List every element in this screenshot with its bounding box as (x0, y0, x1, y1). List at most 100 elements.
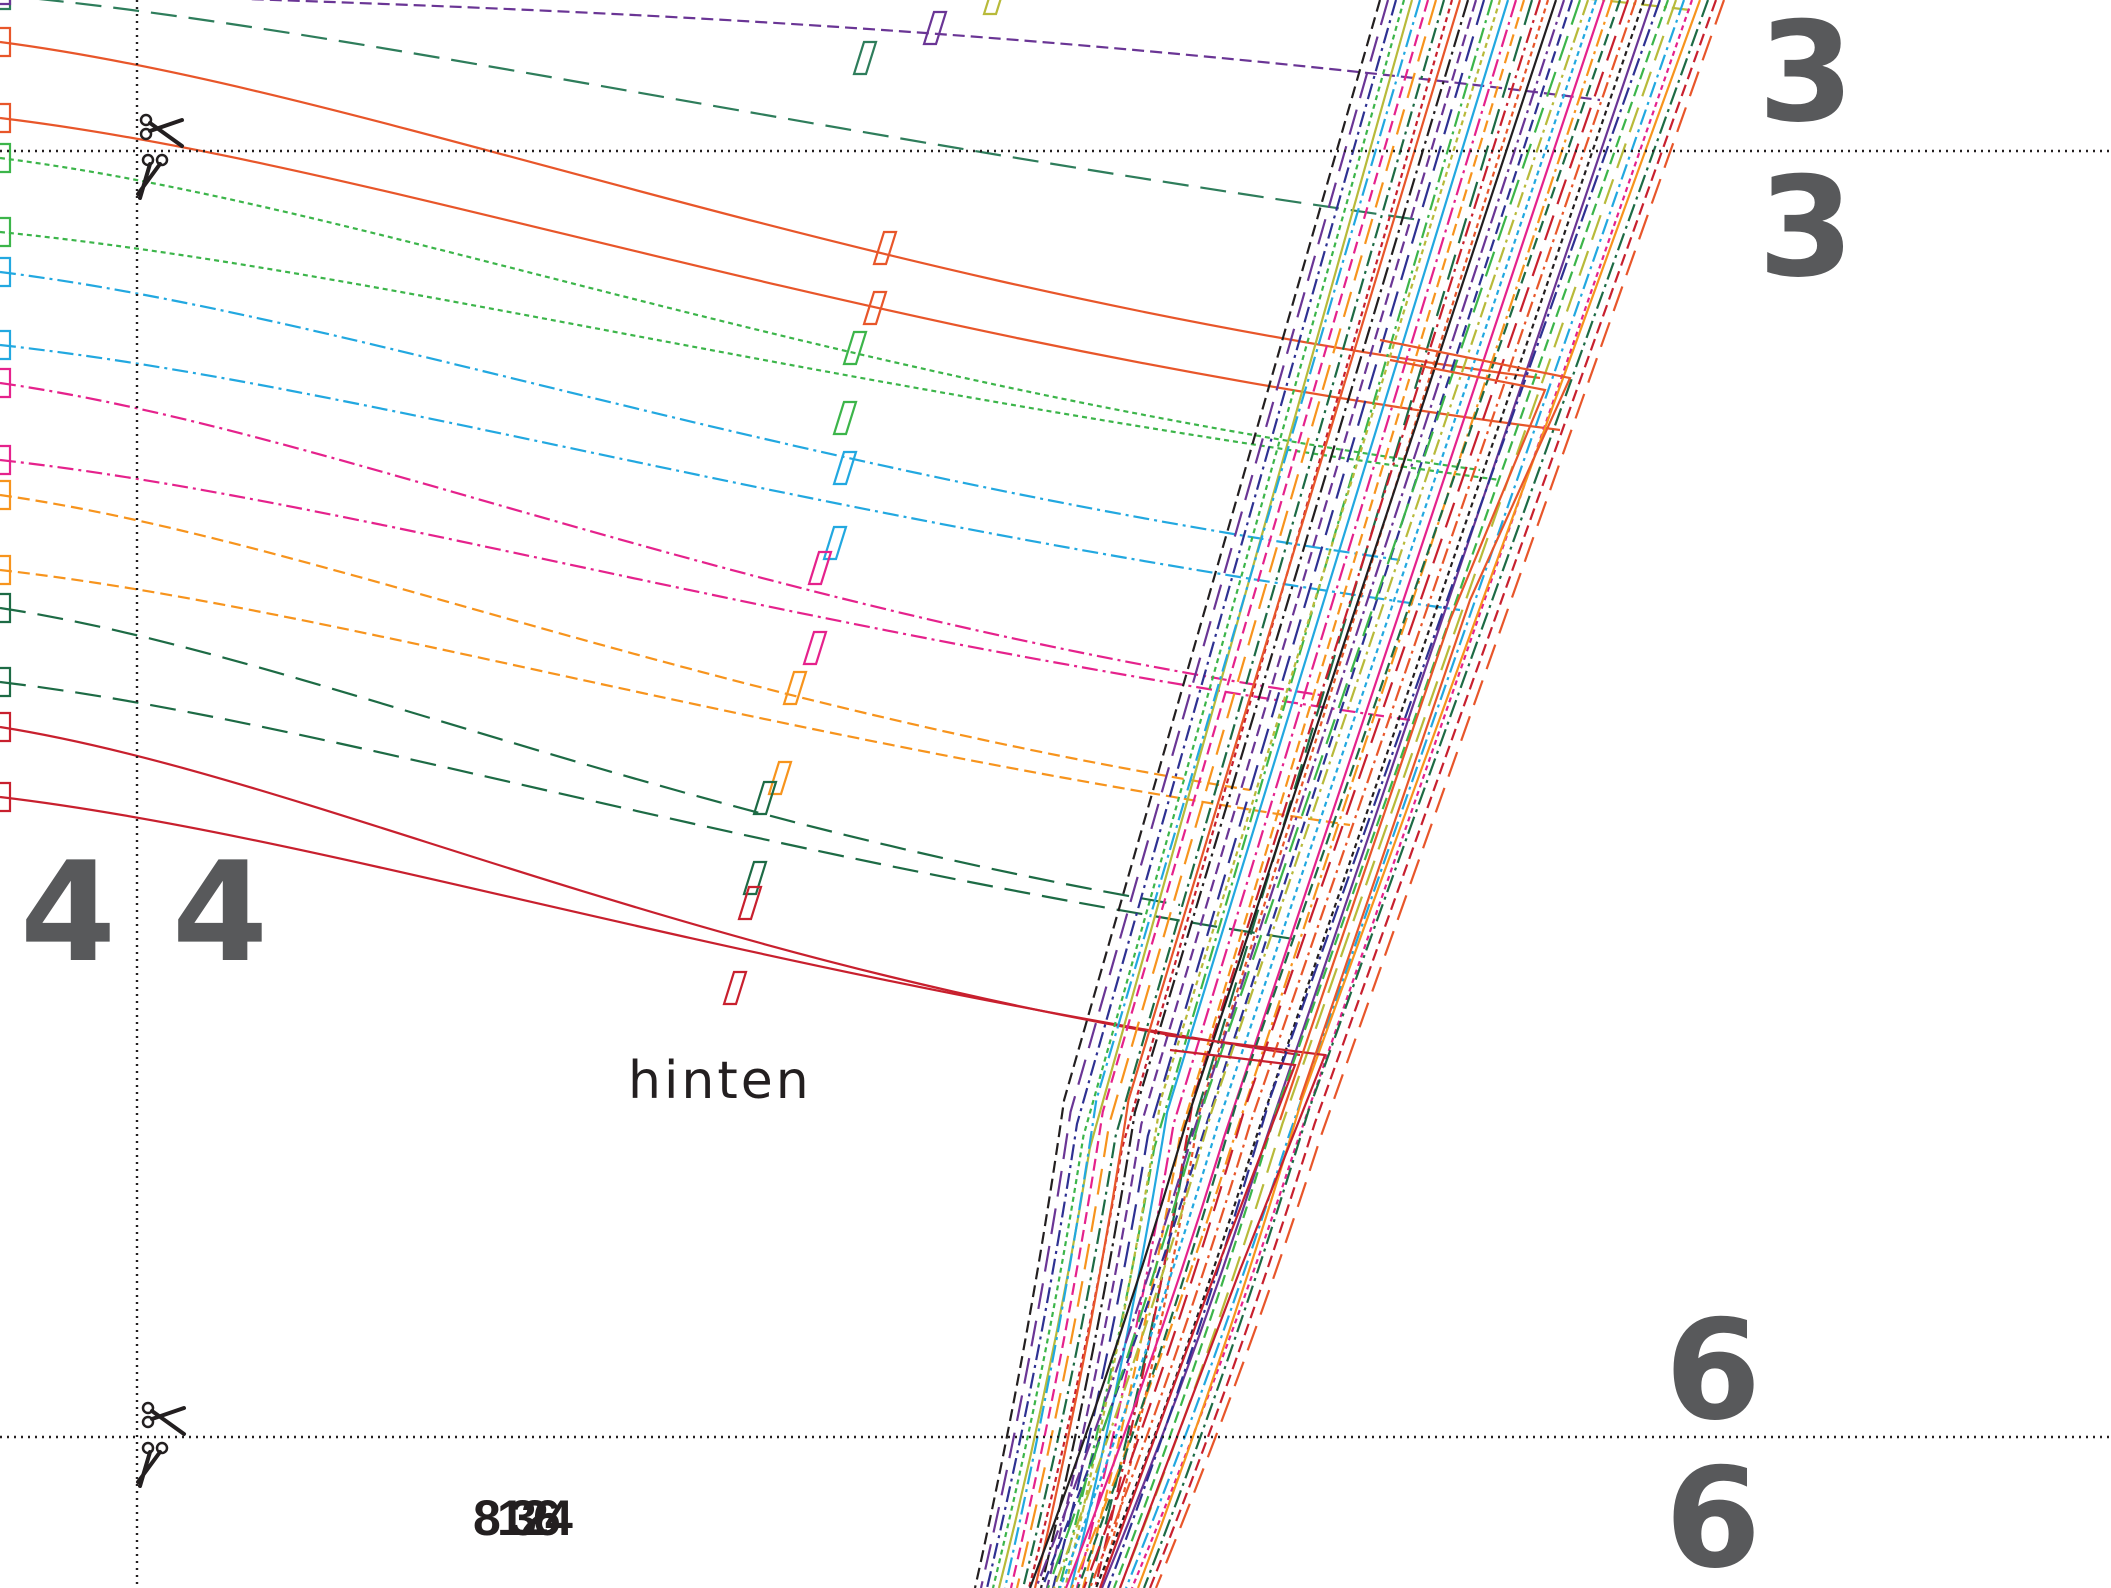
seam-line (1046, 0, 1582, 1588)
page-marker-6-bottom: 6 (1665, 1438, 1761, 1588)
side-seam-lines (973, 0, 1726, 1588)
notch-mark (807, 550, 833, 586)
hem-corner-line (1118, 1033, 1327, 1588)
notch-mark (982, 0, 1002, 16)
pattern-curves (0, 0, 1691, 1057)
seam-line (1076, 0, 1622, 1588)
notch-mark (822, 525, 848, 561)
seam-line (1003, 0, 1422, 1588)
edge-mark (0, 216, 12, 248)
seam-line (1088, 0, 1638, 1588)
pattern-line (0, 381, 1321, 697)
edge-mark (0, 666, 12, 698)
seam-line (1106, 0, 1662, 1588)
seam-line (1021, 0, 1446, 1588)
edge-mark (0, 0, 12, 6)
seam-line (1081, 0, 1526, 1588)
notch-mark (852, 40, 878, 76)
edge-mark (0, 781, 12, 813)
seam-line (1148, 0, 1718, 1588)
seam-line (1058, 0, 1598, 1588)
pattern-line (0, 270, 1401, 562)
seam-line (1040, 0, 1574, 1588)
pattern-line (0, 568, 1351, 827)
notch-mark (802, 630, 828, 666)
notch-mark (737, 885, 763, 921)
edge-mark (0, 26, 12, 58)
size-code: 2 (521, 1490, 549, 1546)
piece-label: hinten (628, 1051, 812, 1111)
pattern-line (0, 795, 1301, 1057)
seam-line (985, 0, 1398, 1588)
pattern-line (0, 230, 1501, 482)
edge-mark (0, 102, 12, 134)
seam-line (1039, 0, 1470, 1588)
notch-mark (862, 290, 888, 326)
page-marker-6-top: 6 (1665, 1290, 1761, 1451)
seam-line (1033, 0, 1462, 1588)
notch-mark (872, 230, 898, 266)
seam-line (1100, 0, 1654, 1588)
edge-mark (0, 0, 12, 11)
size-code: 8 (473, 1490, 501, 1546)
notch-mark (782, 670, 808, 706)
pattern-line (38, 0, 1421, 222)
seam-line (1015, 0, 1438, 1588)
size-code: 4 (545, 1490, 573, 1546)
seam-line (1087, 0, 1534, 1588)
notch-mark (832, 400, 858, 436)
seam-line (1112, 0, 1670, 1588)
pattern-line (0, 156, 1481, 472)
seam-line (1093, 0, 1542, 1588)
notch-mark (842, 330, 868, 366)
seam-line (1009, 0, 1430, 1588)
seam-line (1142, 0, 1710, 1588)
pattern-line (0, 343, 1461, 612)
edge-mark (0, 711, 12, 743)
pattern-line (0, 40, 1541, 380)
size-code: 1 (497, 1490, 525, 1546)
scissors-icon (136, 1441, 169, 1488)
seam-line (1045, 0, 1478, 1588)
edge-mark (0, 479, 12, 511)
seam-line (1082, 0, 1630, 1588)
seam-line (1051, 0, 1486, 1588)
seam-line (1052, 0, 1590, 1588)
page-marker-4-right: 4 (172, 832, 268, 993)
page-marker-3-top: 3 (1758, 0, 1854, 153)
pattern-line (0, 680, 1301, 942)
edge-mark (0, 256, 12, 288)
scissors-icon (141, 1401, 186, 1436)
hem-corner-line (1278, 358, 1547, 1121)
seam-line (1028, 0, 1558, 1588)
seam-line (1130, 0, 1694, 1588)
seam-line (1154, 0, 1726, 1588)
notch-mark (752, 780, 778, 816)
pattern-line (0, 458, 1411, 722)
size-code-stack: 8 1 2 4 3 6 (473, 1490, 573, 1546)
pattern-line (244, 0, 1601, 102)
seam-line (1034, 0, 1566, 1588)
scissors-icon (139, 113, 184, 148)
pattern-line (0, 493, 1251, 792)
edge-mark (0, 444, 12, 476)
seam-line (1075, 0, 1518, 1588)
edge-mark (0, 554, 12, 586)
page-marker-3-bottom: 3 (1758, 147, 1854, 308)
seam-line (1027, 0, 1454, 1588)
seam-line (1136, 0, 1702, 1588)
edge-mark (0, 592, 12, 624)
seam-line (1118, 0, 1678, 1588)
edge-mark (0, 367, 12, 399)
edge-mark (0, 329, 12, 361)
size-code: 6 (533, 1490, 561, 1546)
seam-line (979, 0, 1390, 1588)
notch-mark (742, 860, 768, 896)
pattern-line (0, 116, 1561, 432)
edge-mark (0, 142, 12, 174)
scissors-icon (136, 153, 169, 200)
pattern-line (0, 725, 1171, 1037)
notch-mark (767, 760, 793, 796)
notch-mark (832, 450, 858, 486)
